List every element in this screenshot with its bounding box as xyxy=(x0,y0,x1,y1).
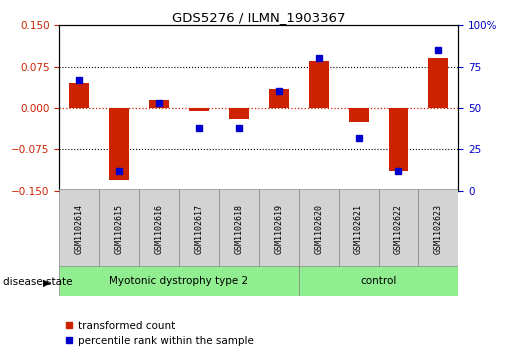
Bar xyxy=(99,189,139,267)
Bar xyxy=(149,100,169,108)
Text: GSM1102615: GSM1102615 xyxy=(115,204,124,254)
Bar xyxy=(308,61,329,108)
Bar xyxy=(109,108,129,180)
Bar xyxy=(69,83,89,108)
Text: GSM1102622: GSM1102622 xyxy=(394,204,403,254)
Bar xyxy=(179,189,219,267)
Bar xyxy=(349,108,369,122)
Text: GSM1102617: GSM1102617 xyxy=(195,204,203,254)
Text: ▶: ▶ xyxy=(43,277,50,287)
Text: GSM1102621: GSM1102621 xyxy=(354,204,363,254)
Text: GSM1102614: GSM1102614 xyxy=(75,204,83,254)
Bar xyxy=(259,189,299,267)
Bar xyxy=(59,266,299,296)
Title: GDS5276 / ILMN_1903367: GDS5276 / ILMN_1903367 xyxy=(172,11,346,24)
Text: GSM1102619: GSM1102619 xyxy=(274,204,283,254)
Legend: transformed count, percentile rank within the sample: transformed count, percentile rank withi… xyxy=(64,321,254,346)
Bar xyxy=(339,189,379,267)
Bar xyxy=(299,189,339,267)
Bar xyxy=(139,189,179,267)
Bar xyxy=(269,89,289,108)
Text: GSM1102620: GSM1102620 xyxy=(314,204,323,254)
Bar xyxy=(418,189,458,267)
Bar xyxy=(299,266,458,296)
Text: GSM1102623: GSM1102623 xyxy=(434,204,443,254)
Bar xyxy=(388,108,408,171)
Bar xyxy=(379,189,418,267)
Bar xyxy=(229,108,249,119)
Bar xyxy=(189,108,209,111)
Text: Myotonic dystrophy type 2: Myotonic dystrophy type 2 xyxy=(109,276,249,286)
Bar xyxy=(59,189,99,267)
Text: GSM1102616: GSM1102616 xyxy=(154,204,163,254)
Bar xyxy=(428,58,449,108)
Text: GSM1102618: GSM1102618 xyxy=(234,204,243,254)
Text: control: control xyxy=(360,276,397,286)
Text: disease state: disease state xyxy=(3,277,72,287)
Bar xyxy=(219,189,259,267)
